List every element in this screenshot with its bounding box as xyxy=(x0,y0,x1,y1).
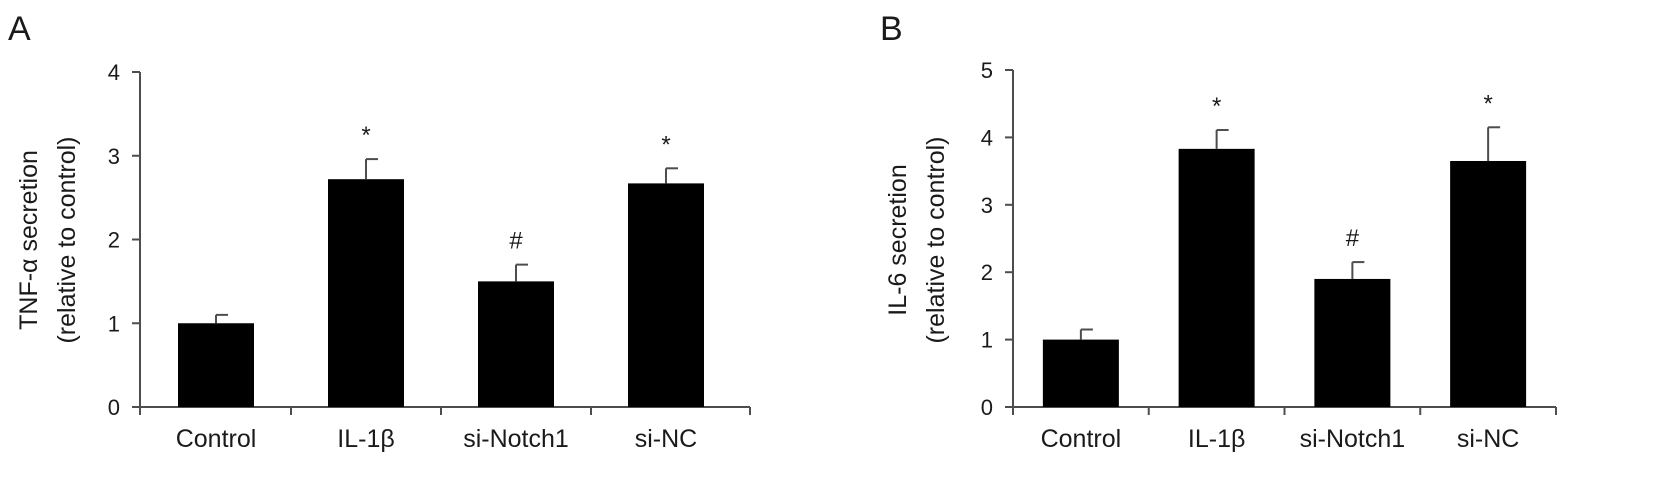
panel-b-bar xyxy=(1178,148,1255,407)
panel-a-bar xyxy=(478,281,554,407)
panel-b-ylabel-line2: (relative to control) xyxy=(922,136,950,343)
panel-a-significance-mark: * xyxy=(661,131,670,158)
panel-a-significance-mark: # xyxy=(509,228,523,255)
panel-b-bar xyxy=(1314,278,1391,407)
panel-b-y-tick-label: 1 xyxy=(981,328,993,353)
panel-b-y-tick-label: 0 xyxy=(981,395,993,420)
panel-a-category-label: IL-1β xyxy=(337,425,394,453)
panel-a-y-tick-label: 2 xyxy=(108,228,120,253)
panel-a-y-tick-label: 4 xyxy=(108,60,120,85)
panel-b-y-tick-label: 4 xyxy=(981,125,993,150)
panel-a-ylabel-line1: TNF-α secretion xyxy=(15,150,43,330)
panel-b: B IL-6 secretion (relative to control) 0… xyxy=(880,10,1557,453)
panel-a-bar xyxy=(178,323,254,407)
panel-a: A TNF-α secretion (relative to control) … xyxy=(8,10,751,453)
panel-a-category-label: Control xyxy=(176,425,257,453)
panel-b-category-label: IL-1β xyxy=(1188,425,1245,453)
panel-b-plot: 0 1 2 3 4 5 Control * IL-1β # si-Notch1 * si-NC xyxy=(981,58,1557,453)
panel-a-significance-mark: * xyxy=(361,122,370,149)
panel-b-significance-mark: * xyxy=(1483,90,1492,117)
panel-a-bar xyxy=(328,179,404,407)
panel-b-bar xyxy=(1450,160,1527,407)
panel-b-bar xyxy=(1042,339,1119,407)
panel-b-y-tick-label: 5 xyxy=(981,58,993,83)
panel-a-y-tick-label: 1 xyxy=(108,311,120,336)
panel-b-label: B xyxy=(880,10,903,48)
panel-b-significance-mark: # xyxy=(1346,225,1360,252)
panel-b-category-label: Control xyxy=(1041,425,1122,453)
panel-b-significance-mark: * xyxy=(1212,93,1221,120)
panel-b-category-label: si-Notch1 xyxy=(1300,425,1406,453)
panel-a-label: A xyxy=(8,10,31,48)
panel-b-y-tick-label: 2 xyxy=(981,260,993,285)
panel-a-plot: 0 1 2 3 4 Control * IL-1β # si-Notch1 * si-NC xyxy=(108,60,751,453)
panel-a-bar xyxy=(628,183,704,407)
panel-b-ylabel-line1: IL-6 secretion xyxy=(884,164,912,315)
panel-b-category-label: si-NC xyxy=(1457,425,1520,453)
panel-a-ylabel-line2: (relative to control) xyxy=(53,136,81,343)
panel-a-category-label: si-Notch1 xyxy=(463,425,569,453)
panel-a-y-tick-label: 0 xyxy=(108,395,120,420)
panel-a-category-label: si-NC xyxy=(635,425,698,453)
panel-b-y-tick-label: 3 xyxy=(981,193,993,218)
panel-a-y-tick-label: 3 xyxy=(108,144,120,169)
